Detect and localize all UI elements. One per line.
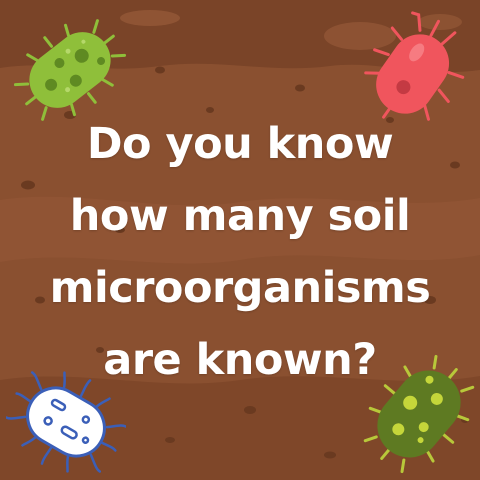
headline-line-1: Do you know	[0, 108, 480, 180]
headline-question: Do you know how many soil microorganisms…	[0, 108, 480, 396]
headline-line-4: are known?	[0, 324, 480, 396]
headline-line-2: how many soil	[0, 180, 480, 252]
headline-line-3: microorganisms	[0, 252, 480, 324]
